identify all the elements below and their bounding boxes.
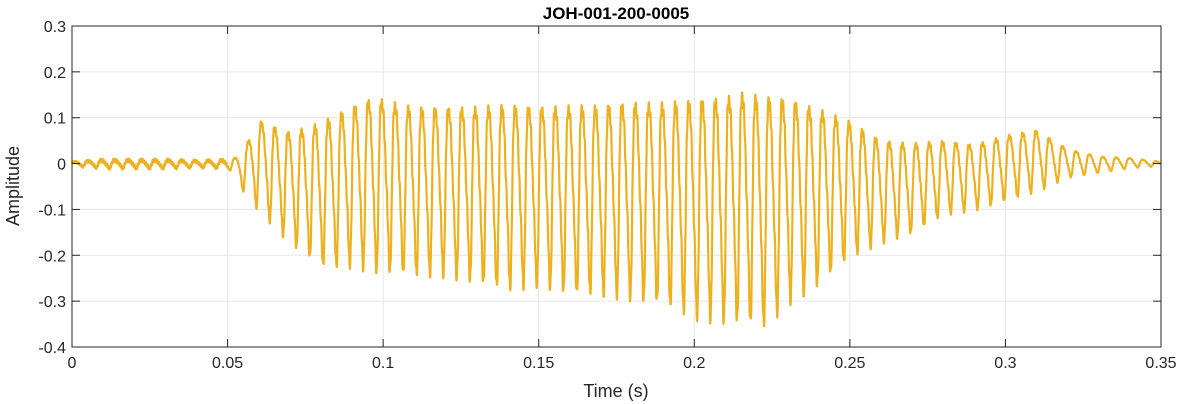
x-tick-label: 0.25 — [834, 355, 865, 372]
plot-frame — [71, 25, 1162, 348]
series-line-waveform — [70, 91, 1162, 328]
y-axis-ticks: -0.4 -0.3 -0.2 -0.1 0 0.1 0.2 0.3 — [38, 19, 1161, 357]
y-tick-label: 0 — [57, 157, 66, 174]
y-tick-label: -0.4 — [38, 340, 66, 357]
chart-title: JOH-001-200-0005 — [543, 4, 689, 23]
x-axis-ticks: 0 0.05 0.1 0.15 0.2 0.25 0.3 0.35 — [68, 26, 1177, 372]
x-tick-label: 0.05 — [212, 355, 243, 372]
y-tick-label: -0.3 — [38, 294, 66, 311]
x-tick-label: 0.15 — [523, 355, 554, 372]
x-tick-label: 0.3 — [994, 355, 1016, 372]
x-axis-label: Time (s) — [583, 381, 648, 401]
y-tick-label: 0.3 — [44, 19, 66, 36]
y-tick-label: 0.1 — [44, 111, 66, 128]
waveform-series — [70, 91, 1162, 328]
x-tick-label: 0.1 — [372, 355, 394, 372]
x-tick-label: 0 — [68, 355, 77, 372]
y-tick-label: -0.2 — [38, 248, 66, 265]
x-tick-label: 0.35 — [1145, 355, 1176, 372]
y-axis-label: Amplitude — [3, 146, 23, 226]
y-tick-label: 0.2 — [44, 65, 66, 82]
y-tick-label: -0.1 — [38, 202, 66, 219]
x-tick-label: 0.2 — [683, 355, 705, 372]
